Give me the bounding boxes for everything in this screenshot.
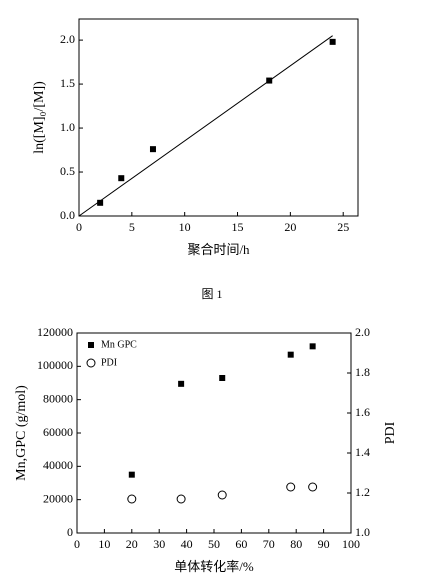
y-tick-label: 2.0 (60, 32, 75, 46)
y-tick-label: 1.5 (60, 76, 75, 90)
x-tick-label: 50 (208, 537, 220, 551)
x-tick-label: 15 (232, 220, 244, 234)
x-tick-label: 100 (342, 537, 360, 551)
point (128, 495, 136, 503)
point (309, 483, 317, 491)
y2-tick-label: 2.0 (355, 325, 370, 339)
legend-label: Mn GPC (101, 339, 137, 350)
y-tick-label: 20000 (43, 491, 73, 505)
x-tick-label: 5 (129, 220, 135, 234)
y2-tick-label: 1.4 (355, 445, 370, 459)
point (288, 352, 294, 358)
fit-line (79, 36, 333, 216)
x-tick-label: 10 (98, 537, 110, 551)
y-tick-label: 0.0 (60, 208, 75, 222)
y2-tick-label: 1.0 (355, 525, 370, 539)
y-tick-label: 80000 (43, 391, 73, 405)
x-tick-label: 70 (263, 537, 275, 551)
point (178, 381, 184, 387)
x-tick-label: 0 (76, 220, 82, 234)
y-axis-label: Mn,GPC (g/mol) (14, 385, 29, 481)
x-tick-label: 25 (337, 220, 349, 234)
y-axis-label: ln([M]₀/[M]) (32, 81, 47, 154)
point (177, 495, 185, 503)
y-tick-label: 0 (67, 525, 73, 539)
x-tick-label: 60 (235, 537, 247, 551)
x-axis-label: 聚合时间/h (187, 242, 250, 257)
x-tick-label: 20 (284, 220, 296, 234)
legend-label: PDI (101, 357, 117, 368)
point (330, 39, 336, 45)
y-tick-label: 100000 (37, 358, 73, 372)
y-tick-label: 40000 (43, 458, 73, 472)
point (129, 472, 135, 478)
y2-tick-label: 1.6 (355, 405, 370, 419)
x-tick-label: 90 (318, 537, 330, 551)
x-tick-label: 10 (179, 220, 191, 234)
y2-axis-label: PDI (383, 421, 398, 444)
y2-tick-label: 1.8 (355, 365, 370, 379)
x-tick-label: 30 (153, 537, 165, 551)
x-tick-label: 40 (181, 537, 193, 551)
legend-marker (88, 342, 94, 348)
point (287, 483, 295, 491)
point (150, 146, 156, 152)
point (219, 375, 225, 381)
legend-marker (87, 359, 95, 367)
y-tick-label: 60000 (43, 425, 73, 439)
point (118, 175, 124, 181)
point (310, 343, 316, 349)
y2-tick-label: 1.2 (355, 485, 370, 499)
y-tick-label: 0.5 (60, 164, 75, 178)
point (218, 491, 226, 499)
x-tick-label: 80 (290, 537, 302, 551)
x-tick-label: 0 (74, 537, 80, 551)
y-tick-label: 120000 (37, 325, 73, 339)
page: 图 1 0 5 10 15 20 25 0.0 0.5 1.0 1.5 2.0 聚合时间/h ln([M… (0, 0, 424, 584)
caption: 图 1 (201, 287, 222, 301)
y-tick-label: 1.0 (60, 120, 75, 134)
x-tick-label: 20 (126, 537, 138, 551)
plot-frame (77, 333, 351, 533)
x-axis-label: 单体转化率/% (174, 559, 254, 574)
